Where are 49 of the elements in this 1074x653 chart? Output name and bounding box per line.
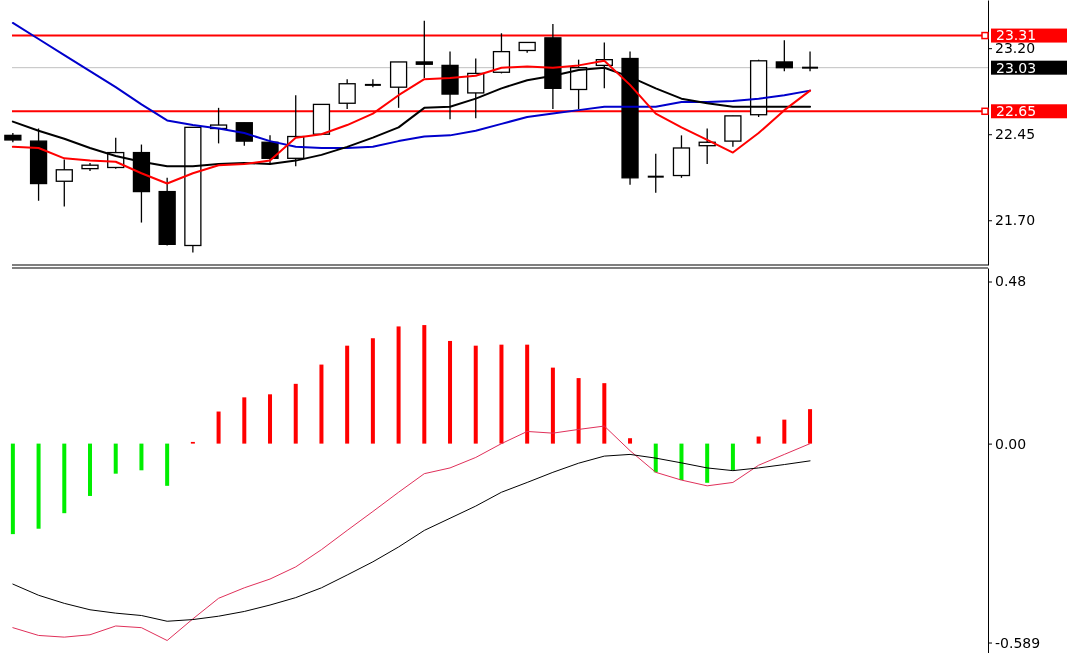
bar [602,383,607,444]
bar [448,340,453,444]
bar [756,436,761,444]
bar [293,383,298,444]
bar [242,397,247,444]
bar [113,443,118,474]
bar [782,419,787,444]
y-tick-label: 21.70 [995,212,1036,229]
y-tick-label: 0.00 [995,435,1027,452]
y-tick-label: 0.48 [995,273,1027,290]
candlestick [55,158,73,208]
candlestick [415,20,433,79]
bar [679,443,684,481]
y-tick-label: 22.45 [995,126,1036,143]
line-series [12,425,811,641]
bar [576,378,581,444]
bar [422,325,427,444]
bar [396,326,401,444]
candlestick [775,39,793,72]
bar [628,438,633,444]
bar [10,443,15,535]
bar [370,338,375,444]
y-tick-label: -0.589 [995,634,1041,651]
bar [808,409,813,444]
bar [216,411,221,444]
bar [499,344,504,444]
bar [525,344,530,444]
bar [473,345,478,444]
bar [165,443,170,486]
bar [88,443,93,496]
candlestick [261,134,279,164]
line-series [12,453,811,622]
bar [36,443,41,529]
bar [730,443,735,470]
bar [653,443,658,473]
candlestick [235,122,253,147]
bar [62,443,67,514]
candlestick [801,50,820,72]
candlestick [646,153,665,194]
candlestick [338,78,356,110]
candlestick [363,78,382,88]
bar [139,443,144,471]
bar [319,364,324,444]
bar [345,345,350,444]
ref-line-label: 22.65 [996,103,1037,120]
ref-line-label: 23.03 [996,59,1037,76]
bar [550,367,555,444]
bar [705,443,710,483]
bar [268,394,273,444]
